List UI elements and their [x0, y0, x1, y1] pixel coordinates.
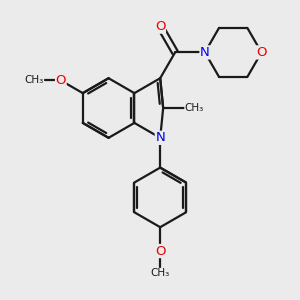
Text: CH₃: CH₃ [24, 76, 44, 85]
Text: N: N [155, 131, 165, 144]
Text: O: O [155, 244, 165, 257]
Text: CH₃: CH₃ [151, 268, 170, 278]
Text: O: O [256, 46, 267, 59]
Text: O: O [155, 20, 165, 33]
Text: N: N [200, 46, 210, 59]
Text: CH₃: CH₃ [185, 103, 204, 113]
Text: O: O [56, 74, 66, 87]
